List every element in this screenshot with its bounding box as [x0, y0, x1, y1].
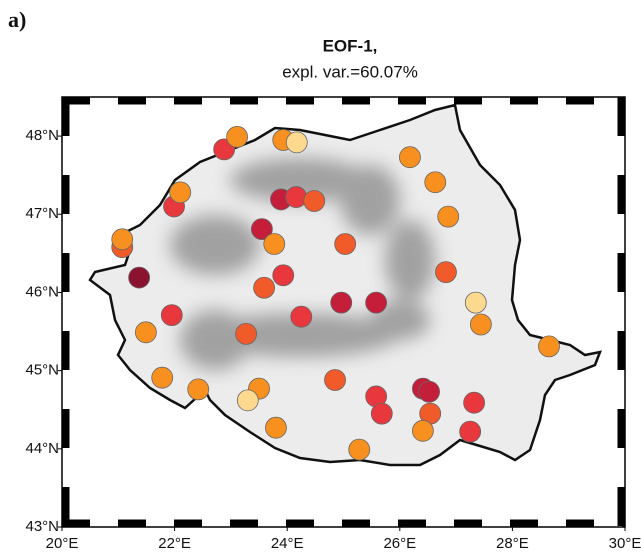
station: [465, 292, 486, 313]
station: [254, 277, 275, 298]
station: [273, 265, 294, 286]
y-tick-label: 43°N: [25, 518, 59, 535]
station: [236, 323, 257, 344]
station: [425, 172, 446, 193]
station: [188, 379, 209, 400]
station: [286, 187, 307, 208]
station: [291, 306, 312, 327]
terrain: [90, 105, 600, 465]
station: [170, 182, 191, 203]
y-tick-label: 46°N: [25, 283, 59, 300]
station: [464, 392, 485, 413]
station: [331, 292, 352, 313]
station: [460, 421, 481, 442]
station: [325, 370, 346, 391]
station: [435, 262, 456, 283]
y-tick-label: 47°N: [25, 205, 59, 222]
station: [371, 403, 392, 424]
station: [227, 126, 248, 147]
station: [419, 381, 440, 402]
page: a) EOF-1, expl. var.=60.07% 20°E 22°E 24°E…: [0, 0, 641, 554]
x-tick-label: 22°E: [158, 535, 191, 552]
station: [264, 233, 285, 254]
station: [438, 206, 459, 227]
x-tick-label: 30°E: [609, 535, 641, 552]
y-tick-label: 44°N: [25, 440, 59, 457]
station: [399, 147, 420, 168]
map-subtitle: expl. var.=60.07%: [282, 62, 418, 81]
station: [335, 233, 356, 254]
station: [349, 439, 370, 460]
map-title: EOF-1,: [323, 36, 378, 55]
station: [129, 267, 150, 288]
station: [366, 292, 387, 313]
station: [112, 229, 133, 250]
station: [135, 322, 156, 343]
station: [152, 367, 173, 388]
station: [265, 417, 286, 438]
x-tick-label: 28°E: [496, 535, 529, 552]
station: [161, 305, 182, 326]
panel-label: a): [8, 7, 26, 32]
station: [237, 390, 258, 411]
x-tick-label: 26°E: [383, 535, 416, 552]
y-tick-label: 45°N: [25, 362, 59, 379]
station: [286, 132, 307, 153]
station: [412, 420, 433, 441]
x-tick-label: 20°E: [46, 535, 79, 552]
y-tick-label: 48°N: [25, 127, 59, 144]
x-tick-label: 24°E: [271, 535, 304, 552]
station: [470, 314, 491, 335]
map-figure: a) EOF-1, expl. var.=60.07% 20°E 22°E 24°E…: [0, 0, 641, 554]
station: [538, 336, 559, 357]
station: [304, 190, 325, 211]
